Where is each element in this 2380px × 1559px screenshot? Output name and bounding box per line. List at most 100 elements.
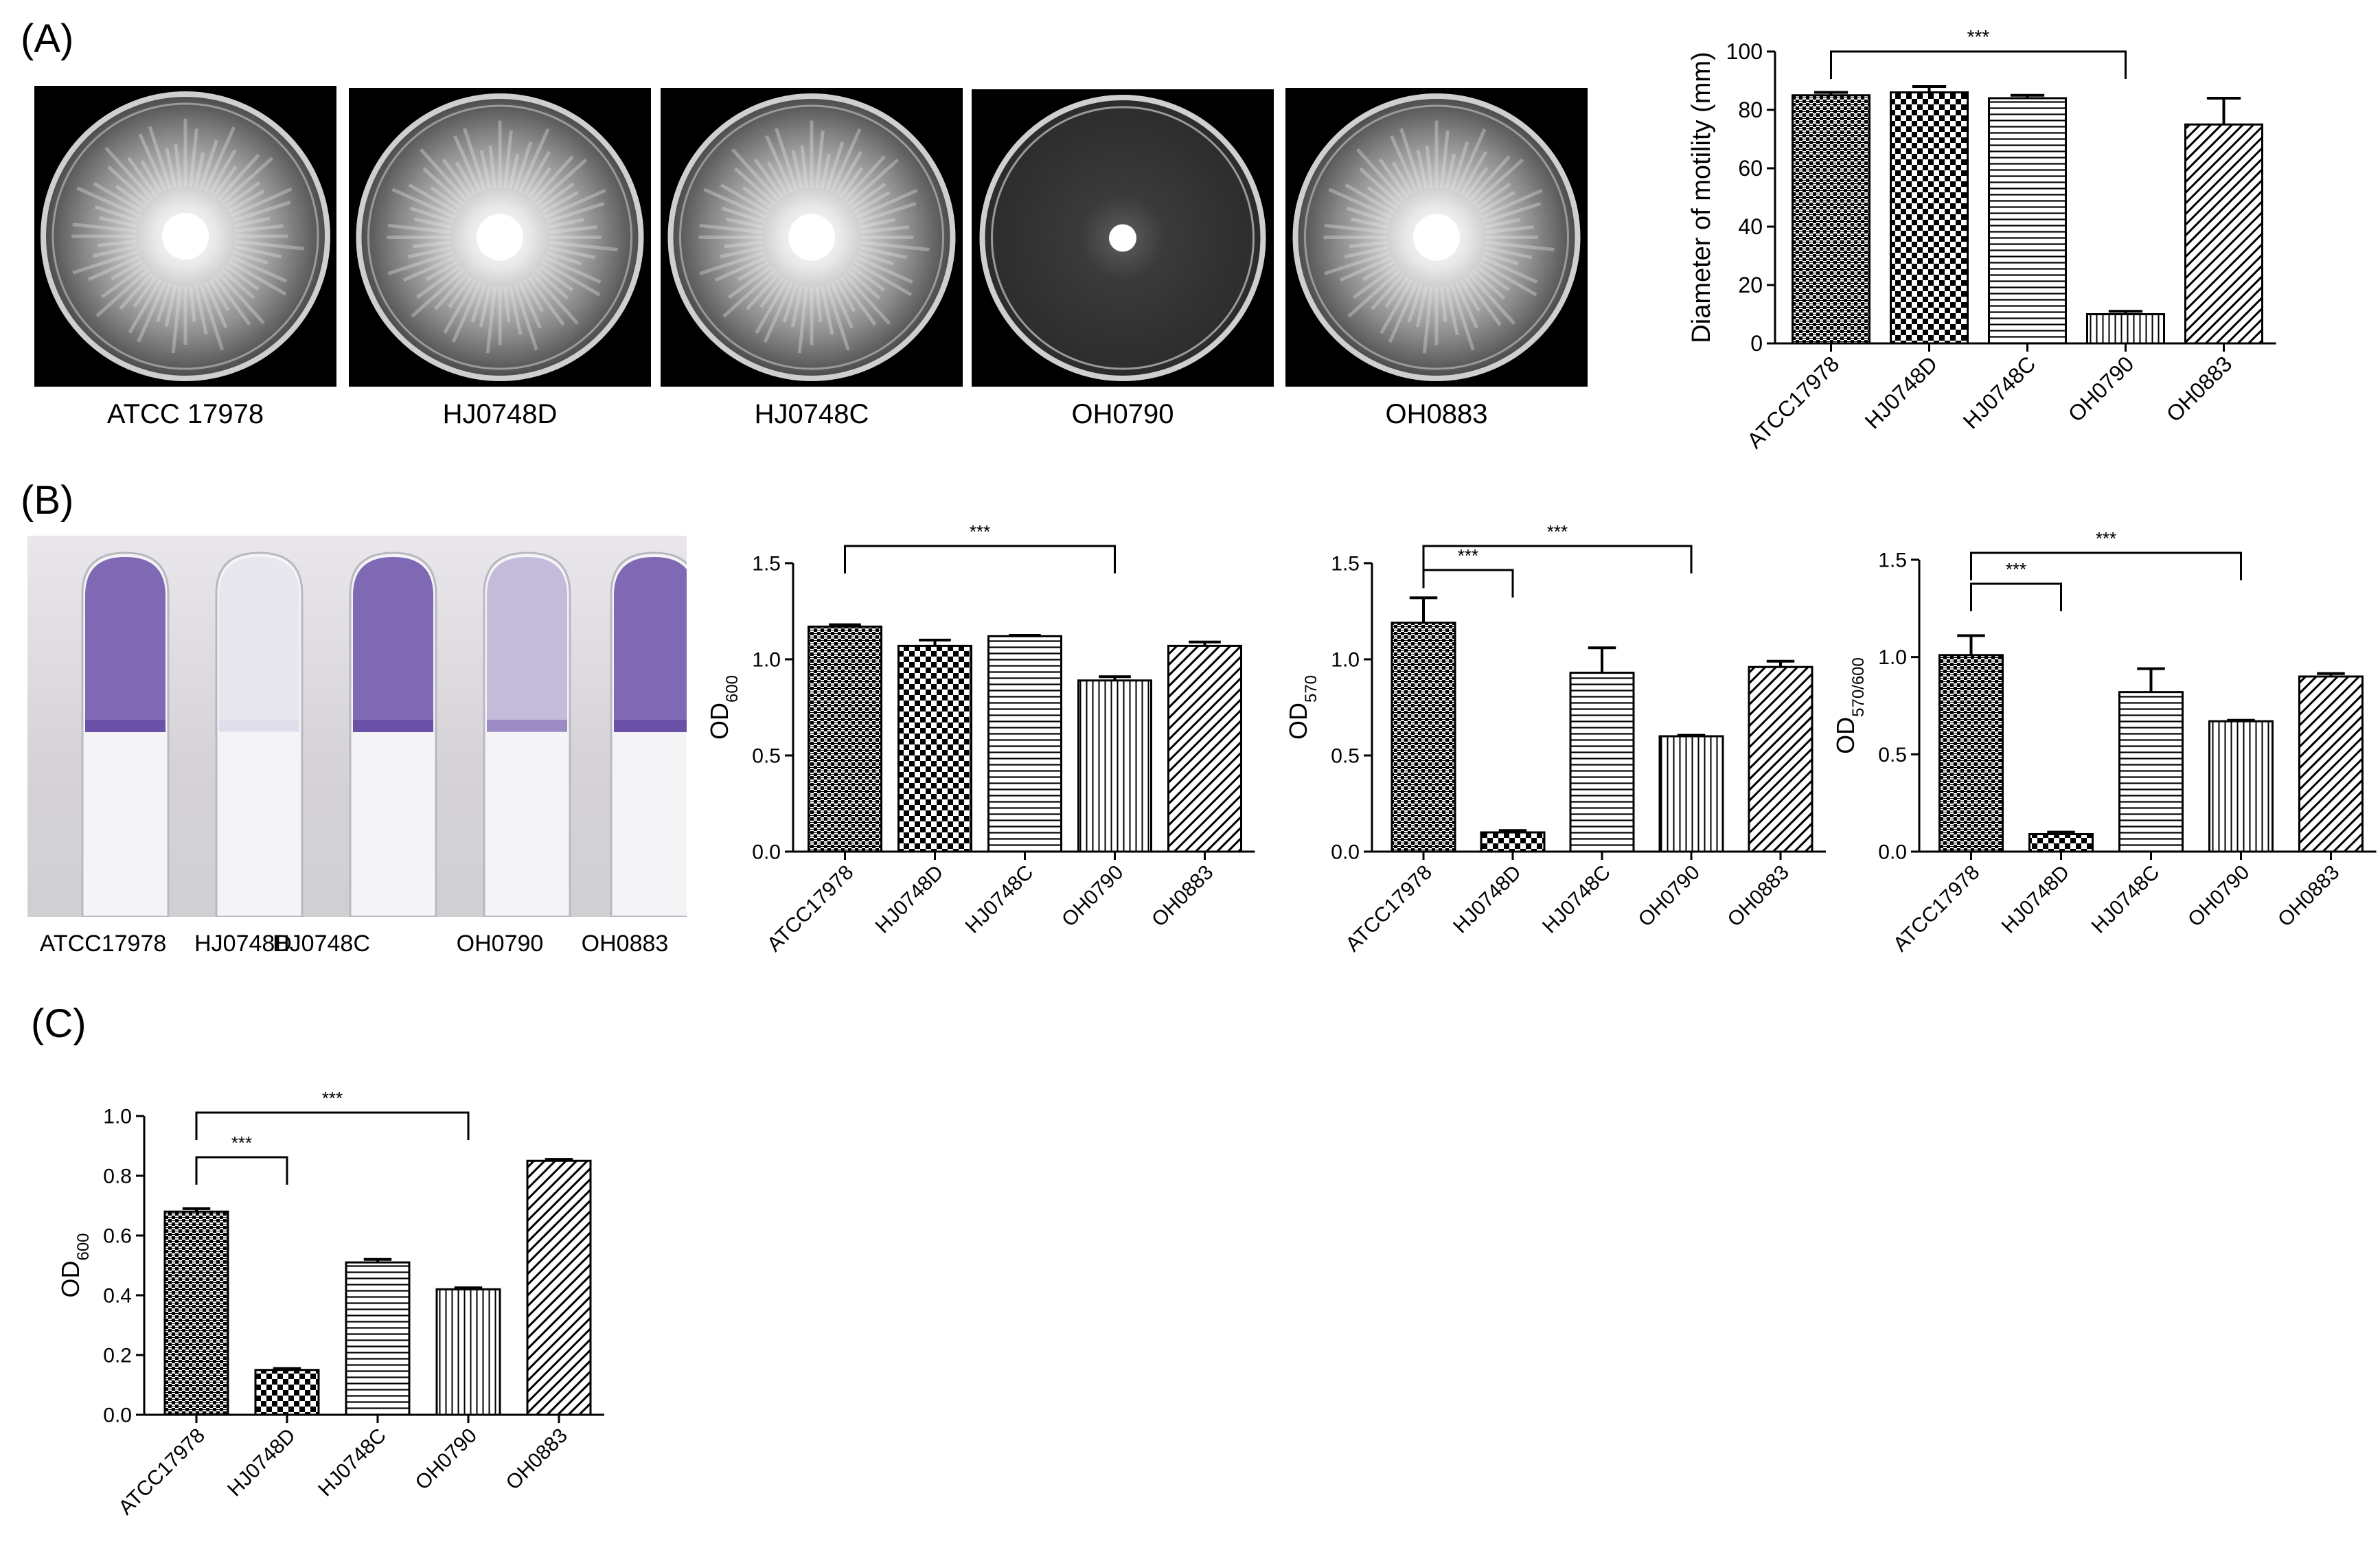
x-tick-label: OH0883: [2162, 351, 2237, 426]
bar: [1748, 665, 1813, 853]
tube-caption: OH0883: [581, 931, 669, 957]
x-tick-label: HJ0748D: [1449, 861, 1526, 938]
y-tick-label: 1.0: [1878, 646, 1907, 669]
y-axis-label: OD600: [705, 675, 742, 740]
x-tick-label: HJ0748C: [961, 861, 1038, 938]
y-tick-label: 0.8: [103, 1165, 132, 1188]
petri-dish-drawing: [979, 95, 1266, 381]
y-tick-label: 0.4: [103, 1285, 132, 1308]
x-tick-label: ATCC17978: [114, 1424, 209, 1520]
x-tick-label: OH0883: [502, 1424, 572, 1494]
bar: [2118, 691, 2184, 853]
panel-label-b: (B): [21, 478, 74, 523]
plate-caption: OH0790: [1071, 399, 1174, 429]
petri-plate-photo: [661, 88, 963, 387]
y-tick-label: 1.0: [752, 649, 781, 672]
bar: [897, 644, 972, 853]
biofilm-tube-photo: [27, 536, 687, 917]
x-tick-label: OH0790: [1057, 861, 1128, 931]
x-tick-label: HJ0748D: [223, 1424, 300, 1501]
bar: [1890, 91, 1969, 345]
y-tick-label: 0.0: [752, 841, 781, 864]
significance-bracket: [1830, 50, 2127, 79]
petri-plate-photo: [349, 88, 651, 387]
y-tick-label: 1.5: [1331, 553, 1360, 576]
bar: [2028, 833, 2094, 853]
bar: [1077, 679, 1152, 853]
bar: [1658, 735, 1724, 853]
y-tick-label: 0.0: [1878, 841, 1907, 864]
x-tick-label: OH0883: [1724, 861, 1794, 931]
x-tick-label: OH0790: [2063, 351, 2139, 426]
tube-caption: HJ0748D: [194, 931, 292, 957]
bar: [2298, 675, 2364, 853]
bar: [808, 625, 882, 853]
x-tick-label: HJ0748C: [1538, 861, 1615, 938]
bar: [1480, 831, 1546, 853]
significance-label: ***: [970, 521, 990, 542]
panel-label-c: (C): [31, 1001, 87, 1046]
x-tick-label: OH0790: [1634, 861, 1704, 931]
y-axis-label: OD570: [1284, 675, 1320, 740]
plate-caption: HJ0748C: [754, 399, 869, 429]
y-tick-label: 1.0: [1331, 649, 1360, 672]
y-tick-label: 0: [1750, 331, 1763, 356]
y-tick-label: 1.5: [1878, 549, 1907, 572]
chart-od600-panel-c: 0.0 0.2 0.4 0.6 0.8 1.0 OD600 ATCC17978 HJ0748D H…: [56, 1088, 604, 1520]
y-tick-label: 80: [1738, 98, 1763, 122]
bar: [1938, 654, 2004, 853]
plate-caption: ATCC 17978: [106, 399, 264, 429]
y-tick-label: 20: [1738, 273, 1763, 297]
x-tick-label: ATCC17978: [1742, 351, 1844, 453]
chart-motility-diameter: 0 20 40 60 80 100 Diameter of motility (mm) ATC…: [1687, 26, 2276, 453]
plate-caption: HJ0748D: [442, 399, 558, 429]
significance-label: ***: [1458, 545, 1478, 566]
bar: [1167, 644, 1242, 853]
x-tick-label: HJ0748D: [871, 861, 948, 938]
significance-bracket: [1970, 551, 2242, 580]
y-tick-label: 0.0: [103, 1404, 132, 1427]
plate-caption: OH0883: [1385, 399, 1488, 429]
x-tick-label: HJ0748D: [1998, 861, 2074, 938]
tube-caption: ATCC17978: [39, 931, 167, 957]
y-tick-label: 40: [1738, 214, 1763, 239]
bar: [163, 1210, 229, 1416]
y-tick-label: 0.5: [752, 745, 781, 768]
significance-label: ***: [1967, 26, 1990, 47]
chart-od600-growth: 0.0 0.5 1.0 1.5 OD600 ATCC17978 HJ0748D HJ0748C…: [705, 521, 1255, 956]
y-tick-label: 1.0: [103, 1106, 132, 1128]
y-tick-label: 0.5: [1878, 744, 1907, 766]
y-axis-label: OD570/600: [1831, 657, 1868, 754]
significance-label: ***: [322, 1088, 343, 1108]
significance-label: ***: [2096, 528, 2116, 549]
significance-bracket: [195, 1111, 470, 1140]
x-tick-label: OH0790: [2184, 861, 2254, 931]
x-tick-label: ATCC17978: [1341, 861, 1437, 957]
x-tick-label: HJ0748C: [1958, 351, 2041, 433]
chart-od570-biofilm: 0.0 0.5 1.0 1.5 OD570 ATCC17978 HJ0748D HJ0748C…: [1284, 521, 1826, 957]
tubes-drawing: [81, 551, 687, 917]
significance-bracket: [1422, 545, 1693, 573]
x-tick-label: OH0790: [411, 1424, 481, 1494]
petri-dish-drawing: [667, 93, 956, 381]
petri-dish-drawing: [1292, 93, 1581, 381]
y-tick-label: 0.0: [1331, 841, 1360, 864]
x-tick-label: OH0883: [2274, 861, 2344, 931]
significance-bracket: [844, 545, 1116, 573]
x-tick-label: ATCC17978: [1889, 861, 1984, 957]
y-tick-label: 100: [1726, 39, 1763, 64]
tube-caption: OH0790: [456, 931, 544, 957]
bar: [435, 1288, 501, 1416]
x-tick-label: OH0883: [1147, 861, 1217, 931]
bar: [254, 1369, 320, 1416]
bar: [1792, 94, 1870, 345]
bar: [1569, 672, 1635, 853]
petri-dish-drawing: [41, 91, 330, 381]
x-tick-label: HJ0748C: [2087, 861, 2164, 938]
bar: [526, 1159, 592, 1416]
significance-label: ***: [2006, 559, 2026, 580]
significance-label: ***: [231, 1133, 252, 1153]
petri-plate-photo: [1285, 88, 1588, 387]
significance-bracket: [1970, 582, 2062, 611]
